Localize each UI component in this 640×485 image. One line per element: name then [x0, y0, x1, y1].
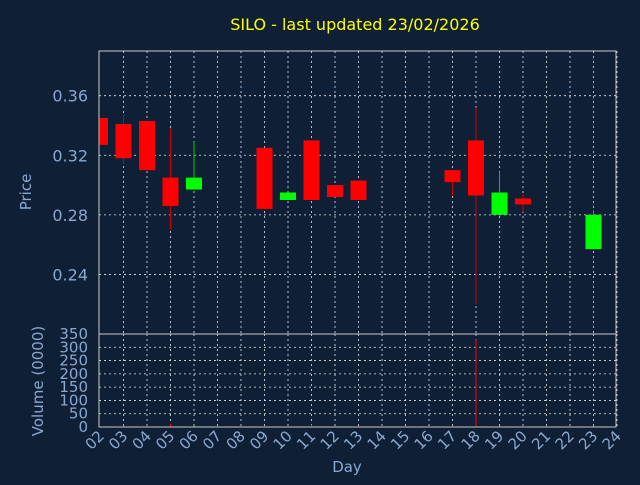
volume-tick-label: 200: [59, 365, 88, 383]
volume-frame: [98, 333, 617, 428]
volume-tick-label: 0: [78, 418, 88, 436]
candle-body: [350, 180, 367, 200]
volume-tick-label: 250: [59, 352, 88, 370]
volume-tick-label: 150: [59, 378, 88, 396]
price-axis-label: Price: [17, 174, 35, 211]
candle-body: [303, 140, 320, 200]
volume-tick-label: 50: [69, 405, 88, 423]
candle-body: [280, 192, 296, 200]
candle-body: [444, 170, 461, 183]
candle-body: [186, 177, 202, 190]
price-tick-label: 0.24: [52, 265, 88, 284]
chart-title: SILO - last updated 23/02/2026: [230, 15, 480, 34]
volume-tick-label: 300: [59, 338, 88, 356]
volume-tick-label: 100: [59, 391, 88, 409]
volume-grid: [99, 334, 618, 427]
price-tick-labels: 0.24 0.28 0.32 0.36: [52, 87, 88, 285]
candles: [99, 107, 602, 305]
candle-body: [256, 147, 273, 209]
x-tick-labels: 0203040506070809101112131415161718192021…: [82, 427, 625, 453]
candle-body: [327, 185, 343, 197]
candle-body: [468, 140, 484, 196]
price-tick-label: 0.32: [52, 146, 88, 165]
price-tick-label: 0.28: [52, 206, 88, 225]
candle-body: [491, 192, 508, 215]
volume-axis-label: Volume (0000): [29, 326, 47, 436]
x-axis-label: Day: [332, 458, 362, 476]
candle-body: [139, 121, 155, 171]
candle-body: [100, 118, 108, 145]
candle-body: [515, 198, 531, 205]
candle-body: [115, 123, 132, 159]
price-panel: 0.24 0.28 0.32 0.36: [52, 50, 618, 335]
candle-body: [585, 214, 602, 250]
volume-tick-label: 350: [59, 325, 88, 343]
price-tick-label: 0.36: [52, 87, 88, 106]
candle-body: [162, 177, 179, 206]
